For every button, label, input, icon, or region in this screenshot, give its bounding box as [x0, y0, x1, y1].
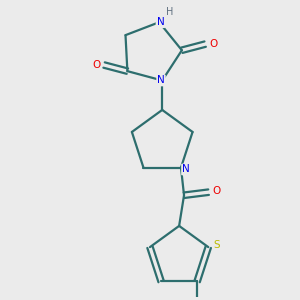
- Text: S: S: [214, 240, 220, 250]
- Text: N: N: [182, 164, 190, 175]
- Text: H: H: [166, 7, 173, 17]
- Text: O: O: [212, 186, 221, 196]
- Text: O: O: [209, 39, 217, 49]
- Text: N: N: [157, 76, 165, 85]
- Text: N: N: [157, 17, 164, 27]
- Text: O: O: [92, 60, 100, 70]
